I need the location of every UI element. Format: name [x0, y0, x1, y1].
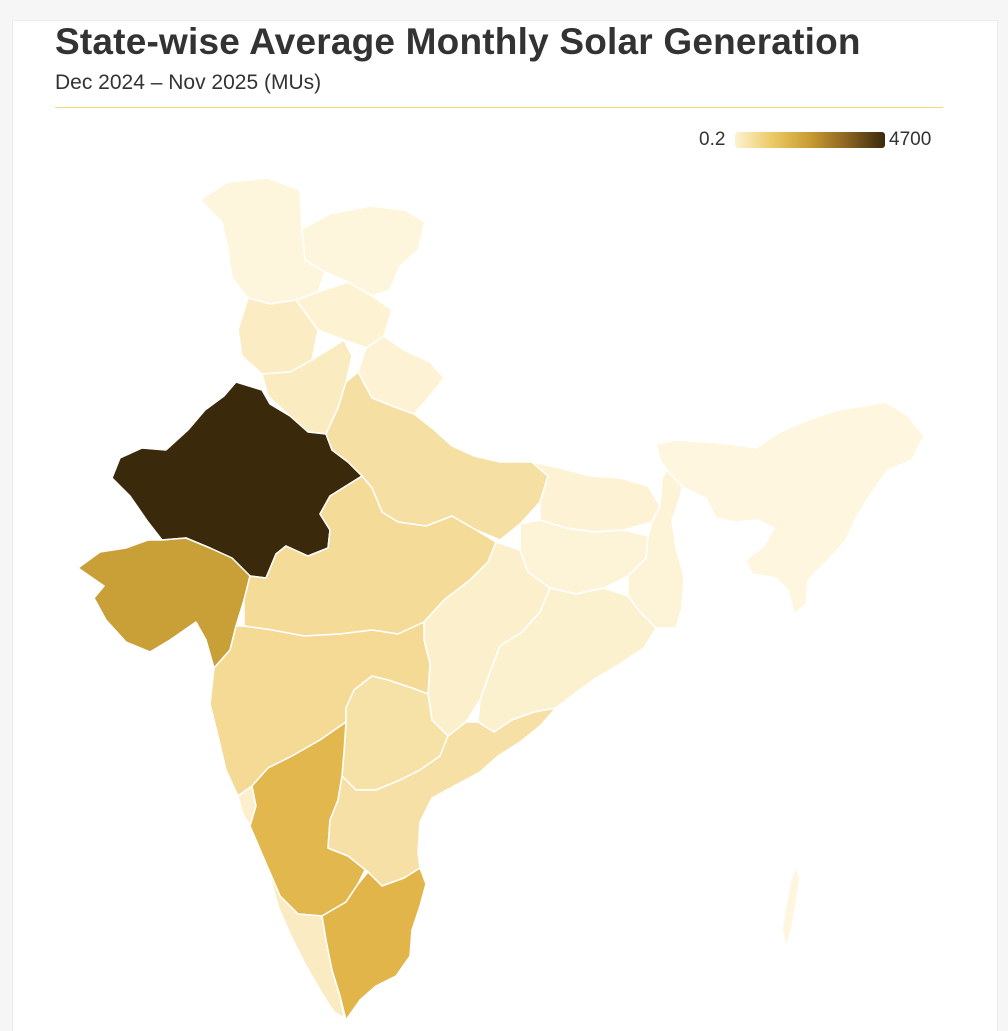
header-divider — [55, 107, 943, 108]
region-andaman-nicobar[interactable]: Andaman & Nicobar — [781, 865, 801, 949]
chart-subtitle: Dec 2024 – Nov 2025 (MUs) — [55, 71, 322, 94]
region-uttar-pradesh[interactable]: Uttar Pradesh — [325, 371, 549, 541]
legend-min-label: 0.2 — [699, 129, 726, 150]
chart-title: State-wise Average Monthly Solar Generat… — [55, 21, 861, 62]
region-andhra-pradesh[interactable]: Andhra Pradesh — [327, 707, 557, 887]
region-bihar[interactable]: Bihar — [531, 461, 661, 533]
region-gujarat[interactable]: Gujarat — [77, 537, 251, 669]
color-legend: 0.2 4700 — [699, 129, 943, 153]
region-himachal-pradesh[interactable]: Himachal Pradesh — [295, 281, 393, 349]
region-northeast[interactable]: North-East States — [655, 401, 925, 615]
legend-gradient-bar — [735, 132, 885, 148]
legend-max-label: 4700 — [889, 129, 932, 150]
region-tamil-nadu[interactable]: Tamil Nadu — [321, 867, 427, 1021]
